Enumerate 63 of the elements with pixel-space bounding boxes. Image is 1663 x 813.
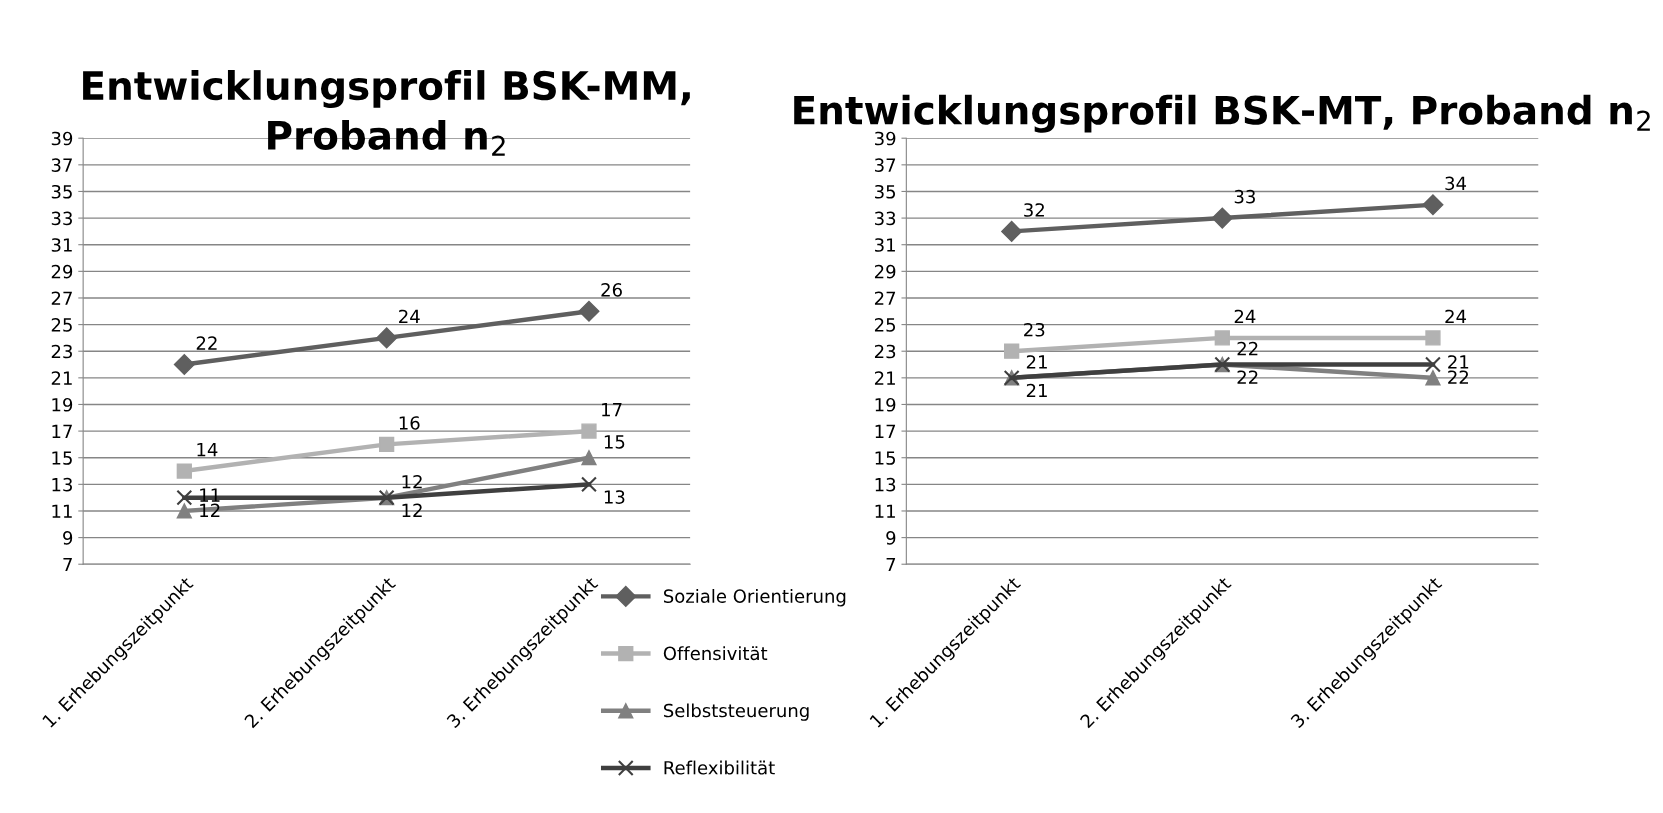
y-tick-label: 21 bbox=[51, 371, 72, 385]
data-label: 24 bbox=[1234, 309, 1256, 324]
data-label: 22 bbox=[1448, 370, 1469, 384]
y-tick-label: 9 bbox=[886, 531, 896, 545]
data-label: 11 bbox=[200, 488, 220, 502]
data-label: 15 bbox=[604, 435, 625, 449]
data-label: 33 bbox=[1234, 189, 1255, 204]
data-label: 24 bbox=[399, 309, 420, 324]
data-label: 22 bbox=[196, 336, 217, 350]
y-tick-label: 27 bbox=[874, 291, 896, 305]
y-tick-label: 7 bbox=[886, 557, 896, 572]
y-tick-label: 15 bbox=[52, 451, 72, 465]
data-label: 21 bbox=[1448, 355, 1469, 369]
y-tick-label: 7 bbox=[63, 557, 72, 572]
y-tick-label: 19 bbox=[52, 397, 73, 412]
data-label: 23 bbox=[1024, 322, 1045, 337]
y-tick-label: 11 bbox=[875, 504, 895, 518]
y-tick-label: 33 bbox=[51, 211, 72, 226]
chart-title: Entwicklungsprofil BSK-MM, Proband n$_{2}$ bbox=[83, 70, 690, 156]
data-label: 22 bbox=[1237, 370, 1258, 384]
y-tick-label: 29 bbox=[874, 264, 896, 279]
y-tick-label: 37 bbox=[51, 158, 72, 172]
data-label: 22 bbox=[1237, 341, 1258, 356]
y-tick-label: 29 bbox=[51, 264, 73, 279]
data-label: 34 bbox=[1445, 176, 1467, 191]
y-tick-label: 35 bbox=[875, 184, 896, 199]
data-label: 26 bbox=[601, 283, 622, 297]
data-label: 32 bbox=[1024, 203, 1044, 217]
y-tick-label: 35 bbox=[51, 184, 72, 199]
y-tick-label: 25 bbox=[874, 318, 896, 332]
data-label: 21 bbox=[1026, 355, 1047, 369]
y-tick-label: 23 bbox=[51, 344, 72, 359]
data-label: 12 bbox=[402, 503, 422, 517]
data-label: 24 bbox=[1445, 309, 1467, 324]
legend-label: Soziale Orientierung bbox=[663, 588, 846, 607]
data-label: 12 bbox=[402, 474, 422, 489]
data-label: 13 bbox=[604, 490, 625, 504]
y-tick-label: 9 bbox=[63, 531, 73, 545]
y-tick-label: 17 bbox=[52, 424, 72, 438]
y-tick-label: 13 bbox=[52, 477, 72, 492]
y-tick-label: 17 bbox=[875, 424, 896, 438]
data-label: 16 bbox=[399, 416, 420, 430]
y-tick-label: 25 bbox=[51, 318, 72, 332]
data-label: 21 bbox=[1026, 383, 1047, 398]
y-tick-label: 19 bbox=[875, 397, 896, 412]
legend-label: Offensivität bbox=[663, 646, 768, 661]
legend-label: Selbststeuerung bbox=[663, 703, 809, 721]
y-tick-label: 31 bbox=[875, 238, 895, 252]
y-tick-label: 11 bbox=[52, 504, 72, 518]
y-tick-label: 15 bbox=[875, 451, 896, 465]
y-tick-label: 27 bbox=[51, 291, 72, 305]
y-tick-label: 21 bbox=[874, 371, 895, 385]
y-tick-label: 33 bbox=[875, 211, 896, 226]
data-label: 14 bbox=[197, 443, 218, 457]
y-tick-label: 23 bbox=[874, 344, 896, 359]
legend-label: Reflexibilität bbox=[664, 760, 775, 775]
y-tick-label: 39 bbox=[875, 131, 896, 146]
chart-title: Entwicklungsprofil BSK-MT, Proband n$_{2}$ bbox=[794, 94, 1650, 133]
y-tick-label: 37 bbox=[875, 158, 896, 172]
data-label: 17 bbox=[602, 403, 622, 417]
y-tick-label: 39 bbox=[51, 131, 73, 146]
y-tick-label: 13 bbox=[875, 477, 896, 492]
y-tick-label: 31 bbox=[51, 238, 72, 252]
